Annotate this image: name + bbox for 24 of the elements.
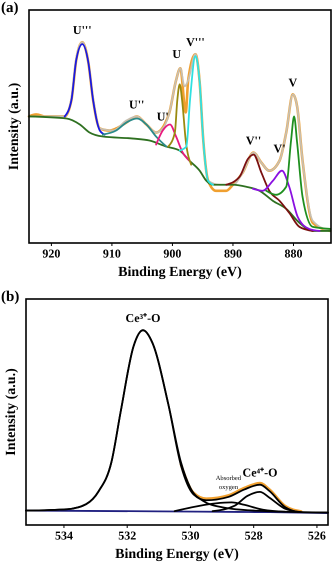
annotation: V [288, 75, 298, 90]
x-tick-label: 528 [244, 528, 263, 543]
annotation: U [172, 47, 182, 62]
x-axis-title: Binding Energy (eV) [115, 547, 240, 562]
annotation: U'' [129, 97, 144, 112]
x-tick-label: 532 [118, 528, 136, 543]
y-axis-title: Intensity (a.u.) [7, 82, 22, 170]
x-tick-label: 534 [54, 528, 73, 543]
annotation: U''' [72, 23, 92, 38]
chart-title: (b) [1, 289, 20, 305]
x-axis-title: Binding Energy (eV) [118, 265, 242, 280]
annotation: V'' [246, 134, 262, 148]
chart-title: (a) [1, 0, 18, 16]
x-tick-label: 530 [181, 528, 200, 543]
annotation: V''' [186, 35, 205, 50]
y-axis-title: Intensity (a.u.) [4, 368, 19, 456]
x-tick-label: 910 [102, 246, 121, 261]
x-tick-label: 920 [42, 246, 60, 261]
x-tick-label: 890 [224, 246, 242, 261]
annotation: Ce⁴⁺-O [242, 466, 278, 480]
x-tick-label: 900 [163, 246, 182, 261]
x-tick-label: 880 [284, 246, 302, 261]
annotation: Ce³⁺-O [126, 311, 160, 326]
x-tick-label: 526 [308, 528, 326, 543]
